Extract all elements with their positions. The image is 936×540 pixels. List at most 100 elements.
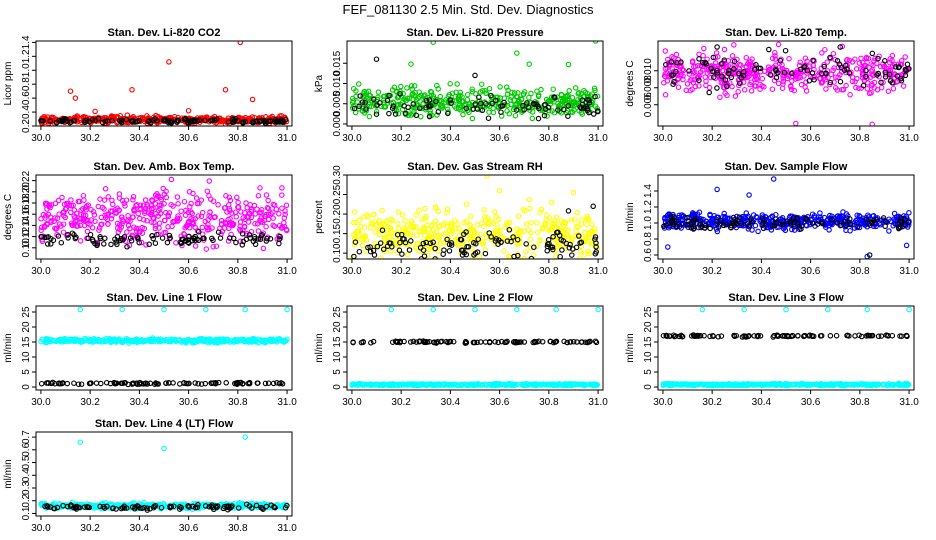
series-green xyxy=(349,41,601,122)
data-point xyxy=(95,203,102,210)
data-point xyxy=(64,380,71,387)
data-point xyxy=(729,53,736,59)
data-point xyxy=(841,67,848,73)
data-point xyxy=(696,209,703,216)
data-point xyxy=(823,86,829,92)
data-point xyxy=(215,379,222,386)
data-point xyxy=(511,90,518,96)
data-point xyxy=(688,225,695,231)
data-point xyxy=(121,200,127,206)
data-point xyxy=(170,218,177,225)
data-point xyxy=(423,213,429,220)
data-point xyxy=(252,220,258,227)
data-point xyxy=(407,231,414,237)
points-group xyxy=(349,306,601,389)
data-point xyxy=(129,214,136,220)
data-point xyxy=(508,101,514,108)
data-point xyxy=(225,202,232,208)
data-point xyxy=(869,121,875,126)
data-point xyxy=(80,215,87,222)
data-point xyxy=(780,221,786,228)
data-point xyxy=(486,109,492,115)
data-point xyxy=(670,219,677,226)
series-black xyxy=(38,379,286,388)
data-point xyxy=(523,221,530,227)
data-point xyxy=(185,239,192,246)
data-point xyxy=(351,231,357,238)
data-point xyxy=(416,207,422,213)
data-point xyxy=(91,336,98,343)
data-point xyxy=(166,336,173,343)
data-point xyxy=(241,210,248,216)
data-point xyxy=(462,340,469,346)
data-point xyxy=(904,61,911,68)
data-point xyxy=(809,211,816,217)
data-point xyxy=(445,110,451,117)
data-point xyxy=(432,245,438,252)
data-point xyxy=(427,240,434,247)
data-point xyxy=(482,217,489,224)
data-point xyxy=(593,244,599,250)
data-point xyxy=(875,333,882,340)
data-point xyxy=(448,221,454,227)
data-point xyxy=(71,337,78,344)
data-point xyxy=(152,201,159,207)
data-point xyxy=(840,86,847,93)
data-point xyxy=(896,225,902,231)
data-point xyxy=(225,216,231,223)
data-point xyxy=(420,240,427,247)
data-point xyxy=(579,339,585,345)
data-point xyxy=(905,219,912,226)
data-point xyxy=(699,306,706,313)
data-point xyxy=(276,119,283,125)
data-point xyxy=(486,339,493,345)
data-point xyxy=(97,234,103,240)
data-point xyxy=(370,338,377,345)
data-point xyxy=(515,97,522,104)
x-tick-label: 30.8 xyxy=(539,266,559,277)
data-point xyxy=(664,70,670,76)
data-point xyxy=(215,229,222,235)
data-point xyxy=(446,382,453,388)
data-point xyxy=(802,216,809,222)
data-point xyxy=(68,197,74,203)
data-point xyxy=(696,77,702,84)
data-point xyxy=(768,214,774,221)
data-point xyxy=(147,380,154,387)
x-tick-label: 30.8 xyxy=(228,397,248,408)
y-tick-label: 0.15 xyxy=(332,223,343,243)
data-point xyxy=(694,381,701,388)
data-point xyxy=(365,214,371,220)
data-point xyxy=(842,382,848,389)
data-point xyxy=(527,236,533,243)
data-point xyxy=(552,94,558,101)
data-point xyxy=(117,338,124,344)
data-point xyxy=(458,237,465,243)
data-point xyxy=(902,382,908,388)
data-point xyxy=(392,111,399,117)
data-point xyxy=(206,178,213,184)
data-point xyxy=(714,44,720,50)
data-point xyxy=(247,337,254,343)
data-point xyxy=(780,75,786,81)
data-point xyxy=(863,381,869,387)
data-point xyxy=(98,380,104,387)
y-tick-label: 0.10 xyxy=(332,243,343,263)
data-point xyxy=(553,253,559,259)
data-point xyxy=(363,106,369,112)
data-point xyxy=(809,70,816,76)
data-point xyxy=(679,66,686,73)
data-point xyxy=(475,236,481,242)
data-point xyxy=(526,197,533,203)
data-point xyxy=(158,196,165,203)
data-point xyxy=(567,339,573,345)
data-point xyxy=(804,70,810,76)
data-point xyxy=(363,237,370,244)
data-point xyxy=(239,230,246,237)
data-point xyxy=(846,57,853,64)
series-black xyxy=(351,203,599,259)
data-point xyxy=(279,381,286,387)
data-point xyxy=(687,382,693,388)
data-point xyxy=(585,230,591,237)
data-point xyxy=(752,66,758,73)
